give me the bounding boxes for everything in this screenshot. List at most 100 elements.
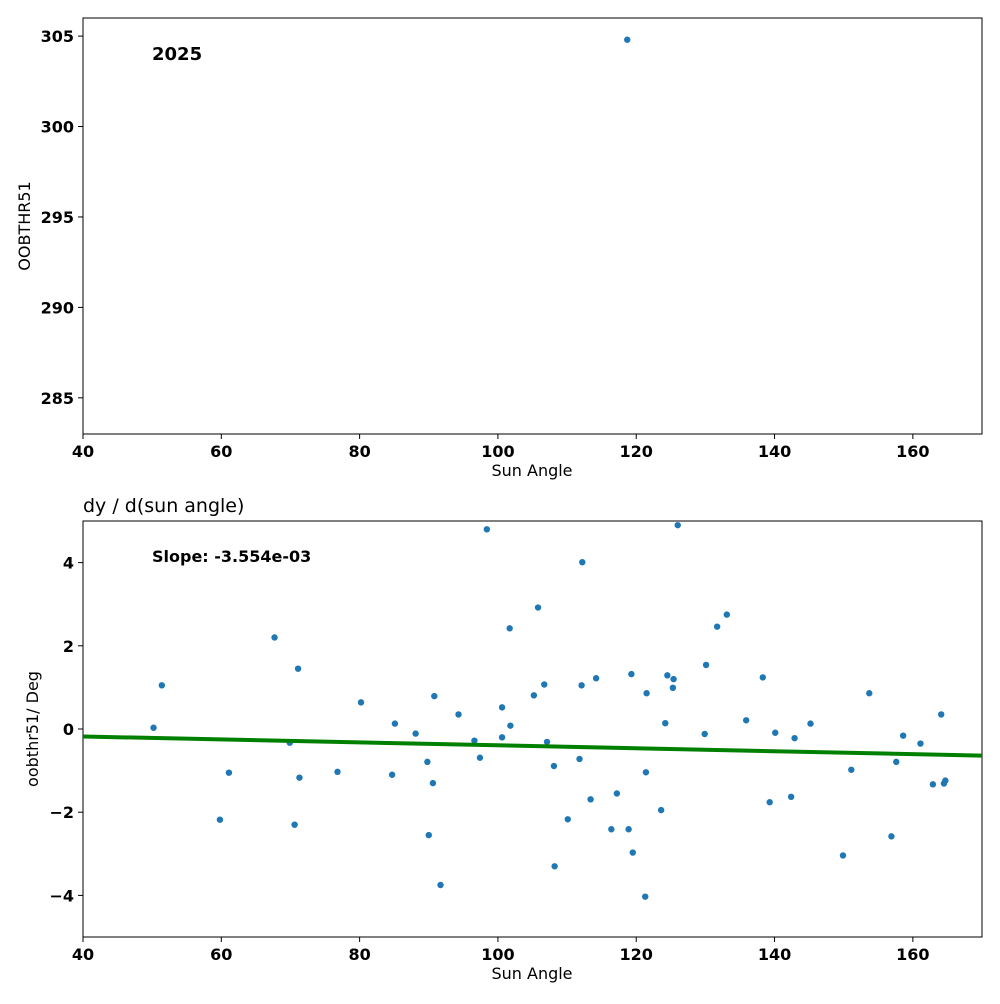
- data-point: [431, 692, 438, 700]
- data-point: [429, 779, 437, 787]
- data-point: [613, 790, 621, 797]
- y-tick-label: −2: [49, 803, 74, 822]
- y-tick-label: 290: [41, 298, 74, 317]
- data-point: [866, 690, 873, 697]
- y-tick-label: 2: [63, 637, 74, 656]
- data-point: [455, 711, 462, 718]
- data-point: [534, 604, 542, 611]
- bottom-x-ticks: 40 60 80 100 120 140 160: [72, 937, 930, 964]
- data-point: [587, 796, 594, 803]
- bottom-plot-frame: [82, 520, 983, 938]
- data-point: [759, 674, 766, 681]
- data-point: [334, 768, 341, 776]
- x-tick-label: 40: [72, 945, 94, 964]
- data-point: [657, 806, 665, 814]
- data-point: [507, 722, 514, 729]
- data-point: [388, 771, 396, 778]
- data-point: [576, 755, 583, 763]
- data-point: [424, 758, 431, 766]
- data-point: [723, 611, 731, 618]
- x-tick-label: 60: [210, 442, 232, 461]
- x-tick-label: 40: [72, 442, 94, 461]
- data-point: [937, 711, 945, 718]
- data-point: [541, 681, 548, 688]
- data-point: [551, 863, 558, 870]
- data-point: [629, 849, 636, 856]
- data-point: [579, 558, 586, 566]
- data-point: [787, 793, 795, 801]
- y-tick-label: 285: [41, 389, 74, 408]
- data-point: [839, 852, 847, 859]
- data-point: [498, 704, 506, 711]
- data-point: [578, 682, 585, 689]
- data-point: [150, 724, 157, 731]
- data-point: [437, 881, 444, 889]
- data-point: [642, 769, 650, 776]
- top-x-axis-label: Sun Angle: [491, 461, 572, 480]
- data-point: [624, 36, 631, 43]
- x-tick-label: 160: [896, 945, 929, 964]
- data-point: [471, 737, 478, 744]
- data-point: [807, 720, 814, 727]
- data-point: [271, 634, 278, 641]
- data-point: [225, 769, 233, 776]
- y-tick-label: −4: [49, 886, 74, 905]
- bottom-chart-title: dy / d(sun angle): [83, 495, 244, 517]
- top-x-ticks: 40 60 80 100 120 140 160: [72, 434, 930, 461]
- data-point: [291, 821, 298, 828]
- data-point: [742, 717, 750, 724]
- data-point: [498, 734, 506, 741]
- data-point: [642, 893, 649, 900]
- data-point: [357, 699, 365, 706]
- data-point: [791, 734, 798, 742]
- data-point: [628, 670, 635, 678]
- data-point: [643, 690, 650, 697]
- top-plot-frame: [82, 17, 983, 435]
- data-point: [917, 740, 924, 747]
- data-point: [625, 826, 632, 833]
- data-point: [216, 816, 224, 823]
- data-point: [669, 684, 677, 692]
- data-point: [662, 719, 669, 727]
- data-point: [929, 781, 937, 788]
- data-point: [158, 682, 166, 689]
- y-tick-label: 300: [41, 118, 74, 137]
- top-data-points: [624, 36, 631, 43]
- x-tick-label: 140: [758, 442, 791, 461]
- x-tick-label: 100: [481, 945, 514, 964]
- data-point: [294, 665, 302, 672]
- x-tick-label: 80: [348, 945, 370, 964]
- data-point: [899, 732, 907, 739]
- data-point: [592, 675, 600, 682]
- y-tick-label: 295: [41, 208, 74, 227]
- x-tick-label: 60: [210, 945, 232, 964]
- y-tick-label: 4: [63, 554, 74, 573]
- bottom-panel: dy / d(sun angle) 40 60 80 100 120 140 160 −4−…: [23, 495, 983, 983]
- data-point: [425, 831, 432, 839]
- data-point: [412, 730, 419, 737]
- x-tick-label: 160: [896, 442, 929, 461]
- bottom-data-points: [150, 521, 949, 900]
- data-point: [608, 826, 615, 833]
- data-point: [888, 833, 895, 840]
- data-point: [543, 738, 551, 746]
- top-y-axis-label: OOBTHR51: [15, 181, 34, 270]
- data-point: [564, 816, 571, 823]
- bottom-y-axis-label: oobthr51/ Deg: [23, 671, 42, 787]
- x-tick-label: 100: [481, 442, 514, 461]
- data-point: [550, 762, 558, 770]
- data-point: [766, 799, 773, 806]
- fit-line: [82, 734, 983, 758]
- data-point: [893, 758, 900, 766]
- x-tick-label: 80: [348, 442, 370, 461]
- bottom-slope-annotation: Slope: -3.554e-03: [152, 547, 311, 566]
- data-point: [476, 754, 484, 761]
- bottom-y-ticks: −4 −2 0 2 4: [49, 554, 83, 905]
- x-tick-label: 120: [620, 442, 653, 461]
- data-point: [674, 521, 681, 529]
- y-tick-label: 305: [41, 27, 74, 46]
- data-point: [772, 729, 779, 736]
- data-point: [670, 675, 677, 683]
